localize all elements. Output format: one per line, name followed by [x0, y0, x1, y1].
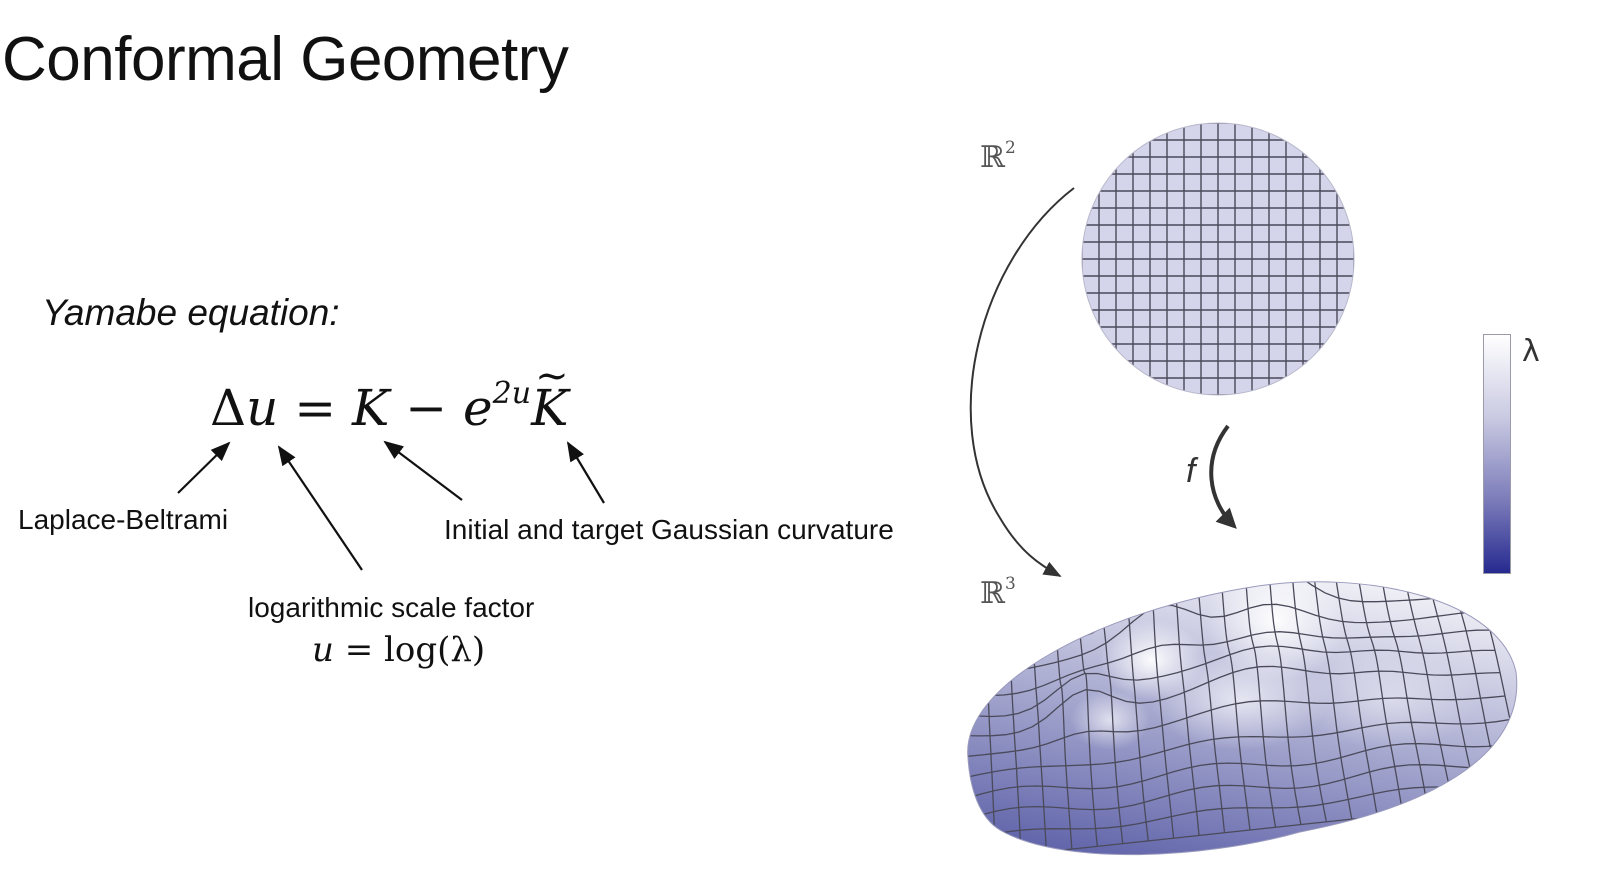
surface-grid-line: [967, 741, 1516, 799]
equation-exponent: 2u: [492, 376, 532, 411]
surface-grid-line: [967, 695, 1506, 758]
surface-grid-line: [969, 781, 1517, 840]
map-f-label: f: [1186, 452, 1196, 490]
equation-u: u: [246, 379, 279, 437]
surface-grid-line: [967, 581, 1466, 592]
slide-title: Conformal Geometry: [2, 25, 569, 94]
arrow-laplace: [177, 441, 231, 494]
yamabe-equation: Δu = K − e2u ~ K: [210, 353, 569, 437]
equation-minus: −: [389, 379, 464, 437]
conformal-map-figure: ℝ2 ℝ3 f λ: [940, 100, 1600, 880]
r3-base: ℝ: [980, 576, 1005, 611]
r2-exponent: 2: [1004, 138, 1016, 158]
gaussian-curvature-label: Initial and target Gaussian curvature: [444, 514, 894, 545]
annotation-arrows: [177, 440, 605, 571]
domain-r2-label: ℝ2: [980, 138, 1016, 175]
equation-k: K: [352, 379, 390, 437]
laplacian-symbol: Δ: [210, 379, 247, 437]
r3-exponent: 3: [1004, 574, 1016, 594]
map-f-arrow: [1209, 424, 1237, 529]
laplace-beltrami-label: Laplace-Beltrami: [18, 504, 229, 535]
equation-equals: =: [278, 379, 352, 437]
arrow-log-scale: [277, 445, 363, 571]
parameter-disk: [1082, 123, 1354, 395]
r2-base: ℝ: [980, 140, 1005, 175]
target-r3-label: ℝ3: [980, 574, 1016, 611]
equation-k-tilde: ~ K: [531, 353, 569, 437]
surface-grid-line: [960, 512, 1460, 570]
equation-k-tilde-letter: K: [531, 379, 569, 437]
u-definition-rhs: = log(λ): [333, 630, 486, 670]
tilde-accent: ~: [535, 353, 569, 399]
surface-grid-line: [968, 762, 1517, 820]
surface-grid-line: [967, 581, 971, 855]
surface-grid-line: [967, 603, 1486, 675]
disk-grid: [1082, 123, 1354, 395]
u-definition-lhs: u: [312, 630, 334, 670]
arrow-curvature-k: [383, 440, 463, 501]
embedding-arrow: [969, 187, 1075, 577]
surface-grid-line: [967, 645, 1495, 718]
equation-e: e: [463, 379, 493, 437]
equation-heading: Yamabe equation:: [42, 292, 340, 333]
lambda-colorbar: [1483, 334, 1511, 574]
colorbar-lambda-label: λ: [1522, 334, 1540, 369]
surface-grid-line: [967, 718, 1511, 778]
u-definition: u = log(λ): [312, 630, 485, 670]
arrow-curvature-ktilde: [566, 441, 605, 504]
surface-grid-line: [967, 665, 1501, 737]
log-scale-factor-label: logarithmic scale factor: [248, 592, 535, 623]
surface-grid-line: [967, 629, 1491, 697]
figure-graphics: [960, 122, 1518, 856]
